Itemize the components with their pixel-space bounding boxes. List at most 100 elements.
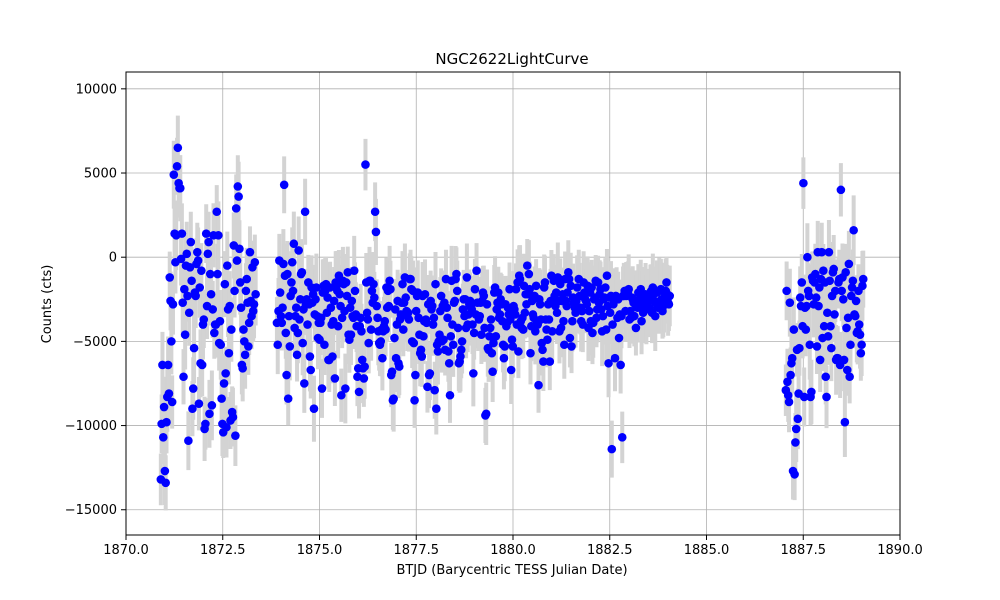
- data-point: [298, 338, 307, 348]
- data-point: [281, 328, 291, 338]
- data-point: [838, 294, 848, 304]
- data-point: [398, 279, 407, 289]
- data-point: [169, 170, 179, 180]
- data-point: [175, 183, 185, 193]
- data-point: [335, 289, 345, 299]
- data-point: [430, 385, 439, 395]
- data-point: [277, 318, 287, 328]
- data-point: [431, 279, 440, 289]
- data-point: [235, 278, 245, 287]
- data-point: [665, 291, 675, 301]
- data-point: [836, 185, 846, 195]
- data-point: [326, 303, 336, 313]
- data-point: [783, 390, 793, 400]
- x-axis-ticks: 1870.0 1872.5 1875.0 1877.5 1880.0 1882.5 1885…: [103, 535, 923, 558]
- data-point: [214, 231, 223, 240]
- data-point: [499, 353, 509, 363]
- data-point: [486, 315, 496, 324]
- data-point: [295, 294, 305, 304]
- data-point: [858, 274, 868, 284]
- data-point: [566, 281, 576, 291]
- data-point: [363, 315, 373, 324]
- data-point: [782, 286, 791, 296]
- data-point: [453, 323, 463, 333]
- data-point: [846, 340, 855, 350]
- data-point: [446, 332, 456, 341]
- data-point: [840, 417, 850, 427]
- data-point: [783, 377, 792, 387]
- data-point: [188, 404, 197, 414]
- x-axis-label: BTJD (Barycentric TESS Julian Date): [396, 563, 627, 578]
- data-point: [801, 325, 811, 334]
- data-point: [283, 394, 293, 403]
- data-point: [275, 288, 285, 297]
- data-point: [361, 160, 370, 169]
- y-tick-label: −15000: [65, 503, 117, 518]
- data-point: [309, 404, 319, 414]
- data-point: [204, 237, 213, 247]
- data-point: [584, 306, 594, 316]
- data-point: [433, 347, 443, 356]
- data-point: [506, 365, 516, 375]
- data-point: [241, 286, 251, 296]
- data-point: [201, 419, 210, 429]
- data-point: [552, 308, 562, 318]
- data-point: [556, 323, 566, 333]
- data-point: [168, 300, 178, 309]
- data-point: [443, 313, 452, 323]
- data-point: [228, 412, 238, 422]
- data-point: [283, 269, 292, 279]
- y-tick-label: −5000: [73, 335, 117, 350]
- data-point: [444, 347, 453, 356]
- data-point: [357, 355, 367, 365]
- data-point: [631, 323, 641, 333]
- data-point: [224, 348, 234, 358]
- y-tick-label: 5000: [84, 167, 117, 182]
- data-point: [845, 372, 854, 382]
- data-point: [239, 325, 248, 334]
- data-point: [850, 311, 860, 321]
- data-point: [385, 276, 394, 286]
- data-point: [508, 342, 518, 351]
- data-point: [240, 350, 250, 360]
- data-point: [370, 293, 379, 302]
- data-point: [614, 333, 624, 343]
- data-point: [197, 360, 207, 370]
- data-point: [793, 414, 803, 424]
- data-point: [858, 281, 867, 291]
- data-point: [821, 372, 831, 382]
- data-point: [201, 229, 211, 238]
- y-tick-label: 10000: [76, 82, 117, 97]
- data-point: [822, 392, 831, 402]
- data-point: [823, 332, 833, 341]
- data-point: [416, 345, 426, 355]
- data-point: [472, 266, 481, 275]
- data-point: [364, 338, 373, 348]
- data-point: [804, 291, 814, 301]
- data-point: [189, 343, 199, 353]
- data-point: [842, 365, 852, 375]
- data-point: [500, 342, 510, 351]
- data-point: [273, 340, 283, 350]
- data-point: [409, 338, 419, 348]
- data-point: [824, 247, 834, 257]
- data-point: [830, 310, 839, 319]
- data-point: [791, 438, 800, 447]
- data-point: [378, 353, 387, 363]
- data-point: [234, 192, 243, 201]
- data-point: [507, 335, 517, 344]
- x-tick-label: 1880.0: [490, 543, 536, 558]
- data-point: [343, 268, 353, 277]
- data-point: [831, 286, 840, 296]
- data-point: [462, 273, 472, 282]
- data-point: [235, 244, 244, 254]
- data-point: [514, 347, 523, 356]
- data-point: [208, 305, 217, 314]
- data-point: [231, 431, 240, 440]
- data-point: [799, 178, 808, 188]
- data-point: [650, 311, 660, 321]
- data-point: [203, 249, 213, 259]
- data-point: [410, 396, 419, 405]
- data-point: [843, 313, 853, 323]
- data-point: [602, 271, 612, 281]
